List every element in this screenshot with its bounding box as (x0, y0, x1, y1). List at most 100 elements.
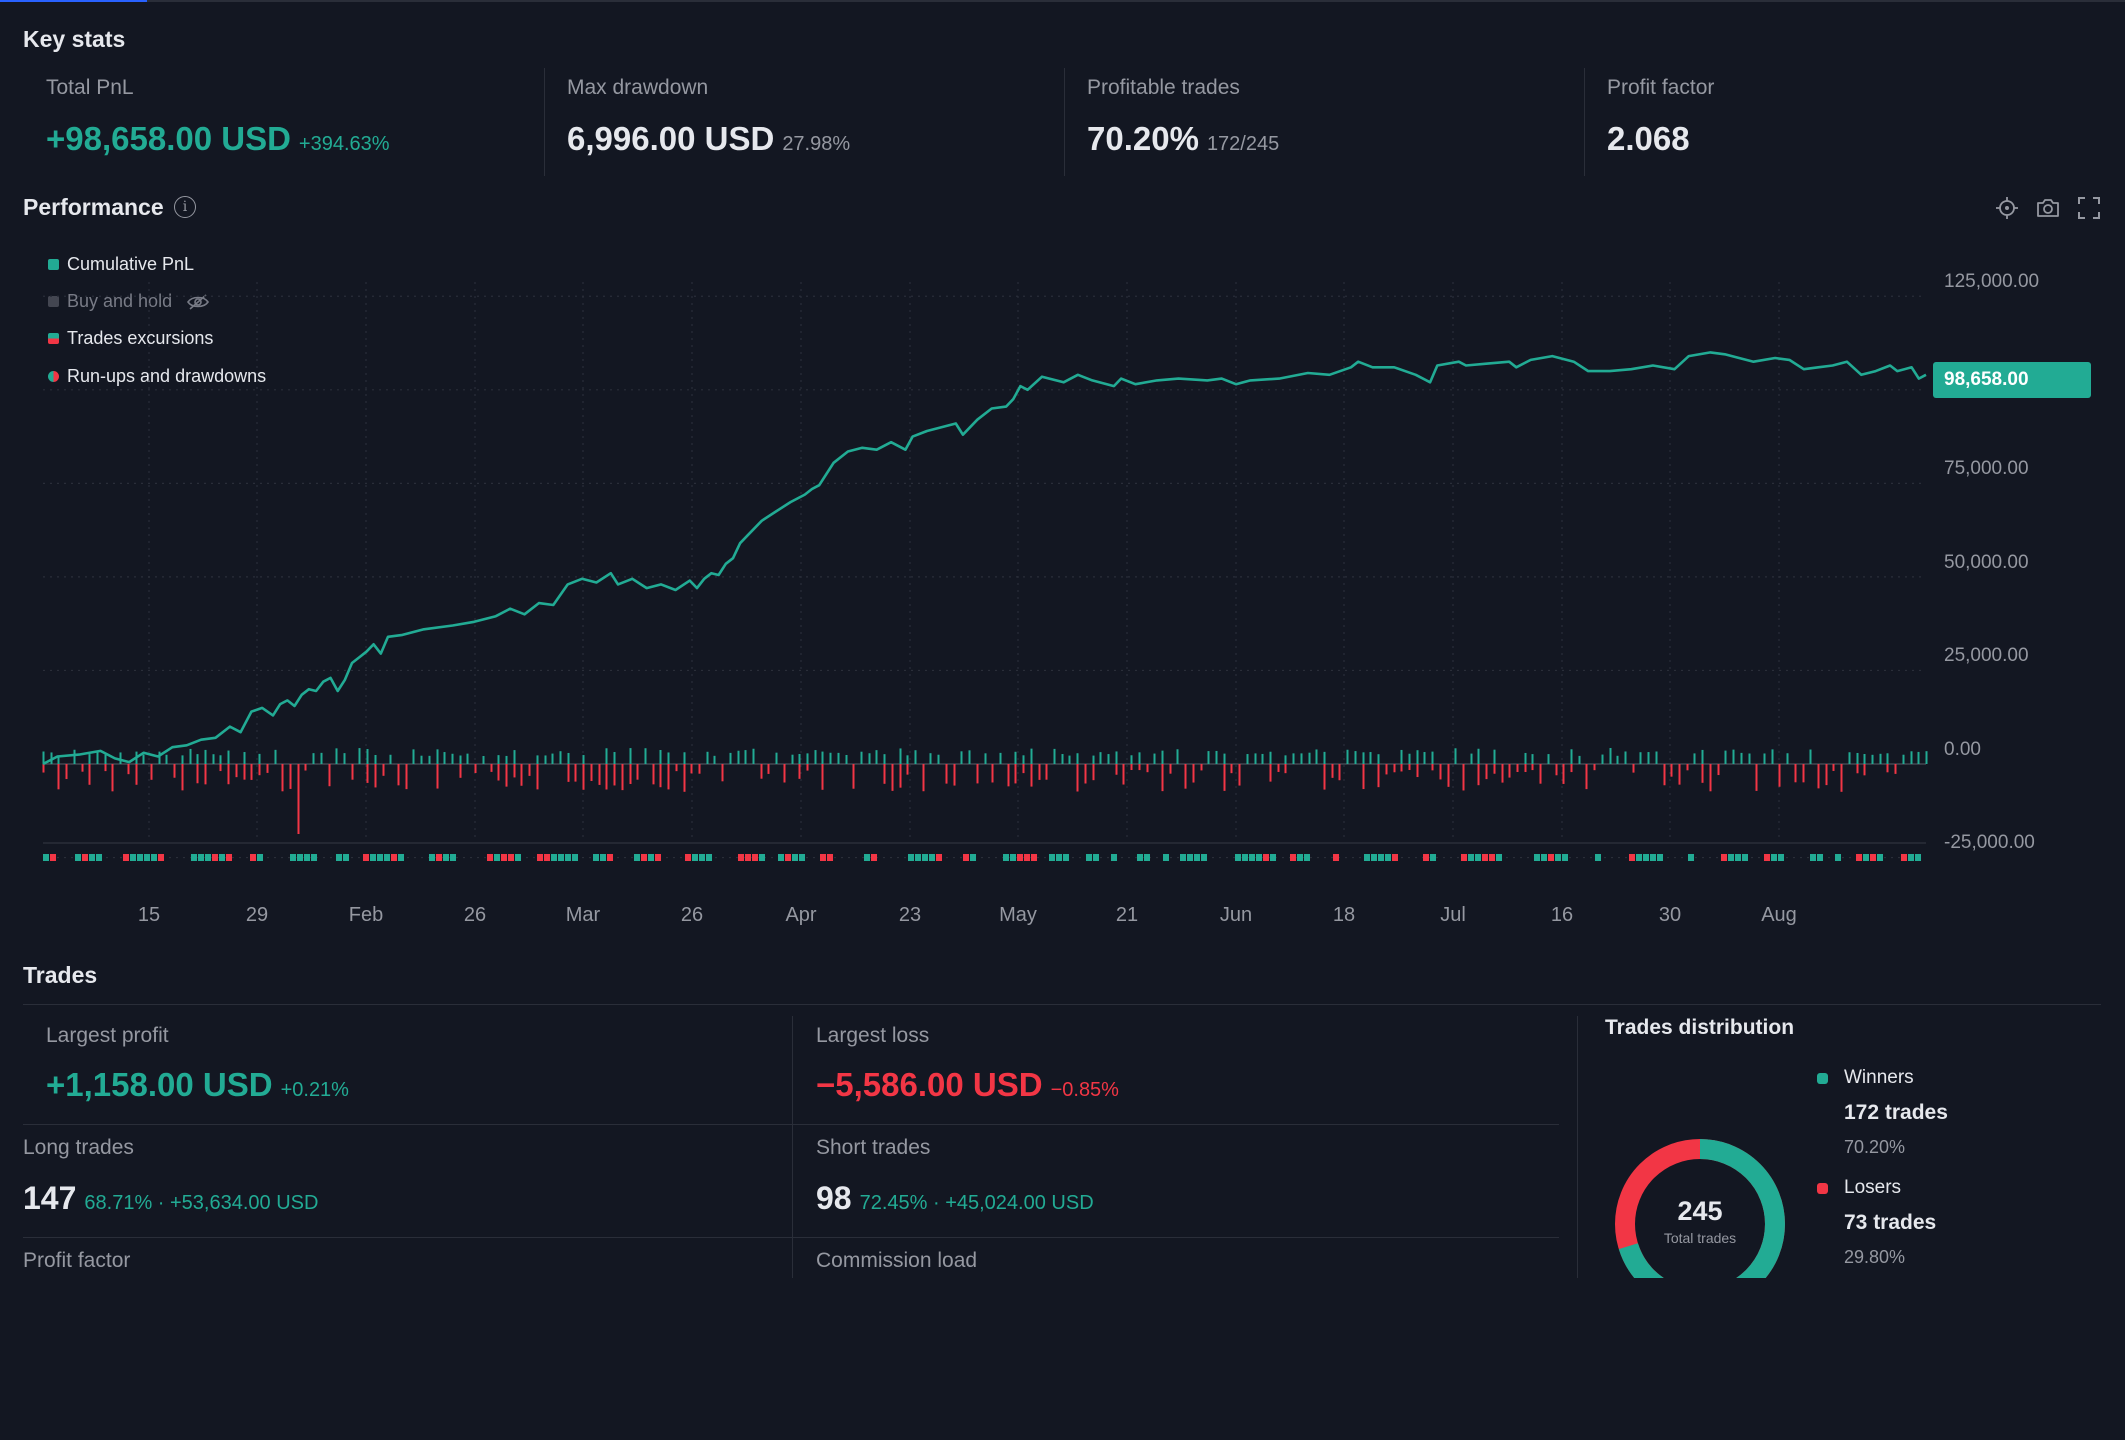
trade-outcome-marker (593, 854, 599, 861)
trade-outcome-marker (641, 854, 647, 861)
cell-label: Short trades (816, 1136, 931, 1159)
divider (1577, 1016, 1578, 1278)
trade-outcome-marker (1915, 854, 1921, 861)
trade-outcome-marker (494, 854, 500, 861)
legend-label: Cumulative PnL (67, 254, 195, 274)
legend-item-trades-excursions[interactable]: Trades excursions (48, 328, 213, 349)
cell-sub: 68.71% · +53,634.00 USD (84, 1192, 319, 1214)
stat-label: Total PnL (46, 76, 134, 99)
trade-outcome-marker (1371, 854, 1377, 861)
y-tick-label: 0.00 (1944, 739, 1981, 760)
trade-outcome-marker (501, 854, 507, 861)
trade-outcome-marker (1908, 854, 1914, 861)
performance-title: Performance (23, 194, 164, 220)
crosshair-icon[interactable] (1995, 196, 2019, 220)
trade-outcome-marker (1461, 854, 1467, 861)
fullscreen-icon[interactable] (2078, 197, 2100, 219)
stat-value: 2.068 (1607, 120, 1690, 157)
trade-outcome-marker (137, 854, 143, 861)
donut-total: 245 (1677, 1196, 1722, 1226)
hidden-eye-icon[interactable] (187, 294, 210, 310)
trade-outcome-marker (1764, 854, 1770, 861)
trade-outcome-marker (685, 854, 691, 861)
trade-outcome-marker (1163, 854, 1169, 861)
trade-outcome-marker (1056, 854, 1062, 861)
trade-outcome-marker (257, 854, 263, 861)
trade-outcome-marker (75, 854, 81, 861)
stat-max-drawdown: Max drawdown 6,996.00 USD 27.98% (567, 66, 1047, 176)
trade-outcome-marker (871, 854, 877, 861)
winners-legend: Winners 172 trades 70.20% (1844, 1067, 1948, 1157)
trade-outcome-marker (1137, 854, 1143, 861)
stat-label: Max drawdown (567, 76, 709, 99)
trade-outcome-marker (745, 854, 751, 861)
trade-outcome-marker (1657, 854, 1663, 861)
stat-total-pnl: Total PnL +98,658.00 USD +394.63% (46, 66, 526, 176)
camera-icon[interactable] (2036, 197, 2060, 219)
trade-outcome-marker (1548, 854, 1554, 861)
trade-outcome-marker (607, 854, 613, 861)
trade-outcome-marker (963, 854, 969, 861)
trade-outcome-marker (1249, 854, 1255, 861)
trade-outcome-marker (1017, 854, 1023, 861)
current-value-badge: 98,658.00 (1933, 362, 2091, 398)
trade-outcome-marker (1728, 854, 1734, 861)
donut-total-label: Total trades (1664, 1230, 1736, 1246)
trade-outcome-marker (551, 854, 557, 861)
info-icon[interactable]: i (174, 196, 196, 218)
trade-outcome-marker (1187, 854, 1193, 861)
trade-outcome-marker (1111, 854, 1117, 861)
divider (1584, 68, 1585, 176)
trade-outcome-marker (1024, 854, 1030, 861)
x-tick-label: Jun (1219, 904, 1253, 926)
donut-winners-segment (1615, 1139, 1785, 1278)
trade-outcome-marker (655, 854, 661, 861)
stat-sub: 172/245 (1206, 133, 1280, 155)
x-tick-label: 15 (137, 904, 161, 926)
x-tick-label: Aug (1761, 904, 1797, 926)
trade-outcome-marker (1482, 854, 1488, 861)
trade-outcome-marker (1430, 854, 1436, 861)
trade-outcome-marker (827, 854, 833, 861)
cell-value: 98 (816, 1180, 852, 1216)
trade-outcome-marker (1304, 854, 1310, 861)
y-tick-label: 50,000.00 (1944, 552, 2029, 573)
divider (544, 68, 545, 176)
legend-item-run-ups-drawdowns[interactable]: Run-ups and drawdowns (48, 366, 266, 387)
divider (1064, 68, 1065, 176)
trade-outcome-marker (1423, 854, 1429, 861)
cell-sub: +0.21% (280, 1079, 349, 1101)
trade-outcome-marker (1297, 854, 1303, 861)
trade-outcome-marker (1595, 854, 1601, 861)
trade-outcome-marker (1856, 854, 1862, 861)
trade-outcome-marker (1901, 854, 1907, 861)
trade-outcome-marker (1742, 854, 1748, 861)
trade-outcome-marker (151, 854, 157, 861)
trade-outcome-marker (1735, 854, 1741, 861)
active-tab-underline (0, 0, 147, 2)
trade-outcome-marker (1263, 854, 1269, 861)
trade-outcome-marker (1877, 854, 1883, 861)
x-tick-label: 18 (1332, 904, 1356, 926)
trade-outcome-marker (1468, 854, 1474, 861)
x-tick-label: 26 (463, 904, 487, 926)
performance-chart[interactable] (0, 0, 2125, 960)
trade-outcome-marker (792, 854, 798, 861)
legend-item-cumulative-pnl[interactable]: Cumulative PnL (48, 254, 194, 275)
stat-label: Profit factor (1607, 76, 1715, 99)
cell-label: Largest loss (816, 1024, 930, 1047)
trade-outcome-marker (1144, 854, 1150, 861)
cell-label: Profit factor (23, 1249, 131, 1272)
trade-outcome-marker (429, 854, 435, 861)
trade-outcome-marker (634, 854, 640, 861)
trade-outcome-marker (144, 854, 150, 861)
trade-outcome-marker (706, 854, 712, 861)
trade-outcome-marker (50, 854, 56, 861)
cell-value: +1,158.00 USD (46, 1066, 273, 1103)
top-tab-indicator (0, 0, 2125, 2)
trade-outcome-marker (537, 854, 543, 861)
legend-label: Losers (1844, 1177, 1902, 1198)
trade-outcome-marker (443, 854, 449, 861)
y-tick-label: 25,000.00 (1944, 645, 2029, 666)
winners-swatch (1817, 1073, 1828, 1084)
